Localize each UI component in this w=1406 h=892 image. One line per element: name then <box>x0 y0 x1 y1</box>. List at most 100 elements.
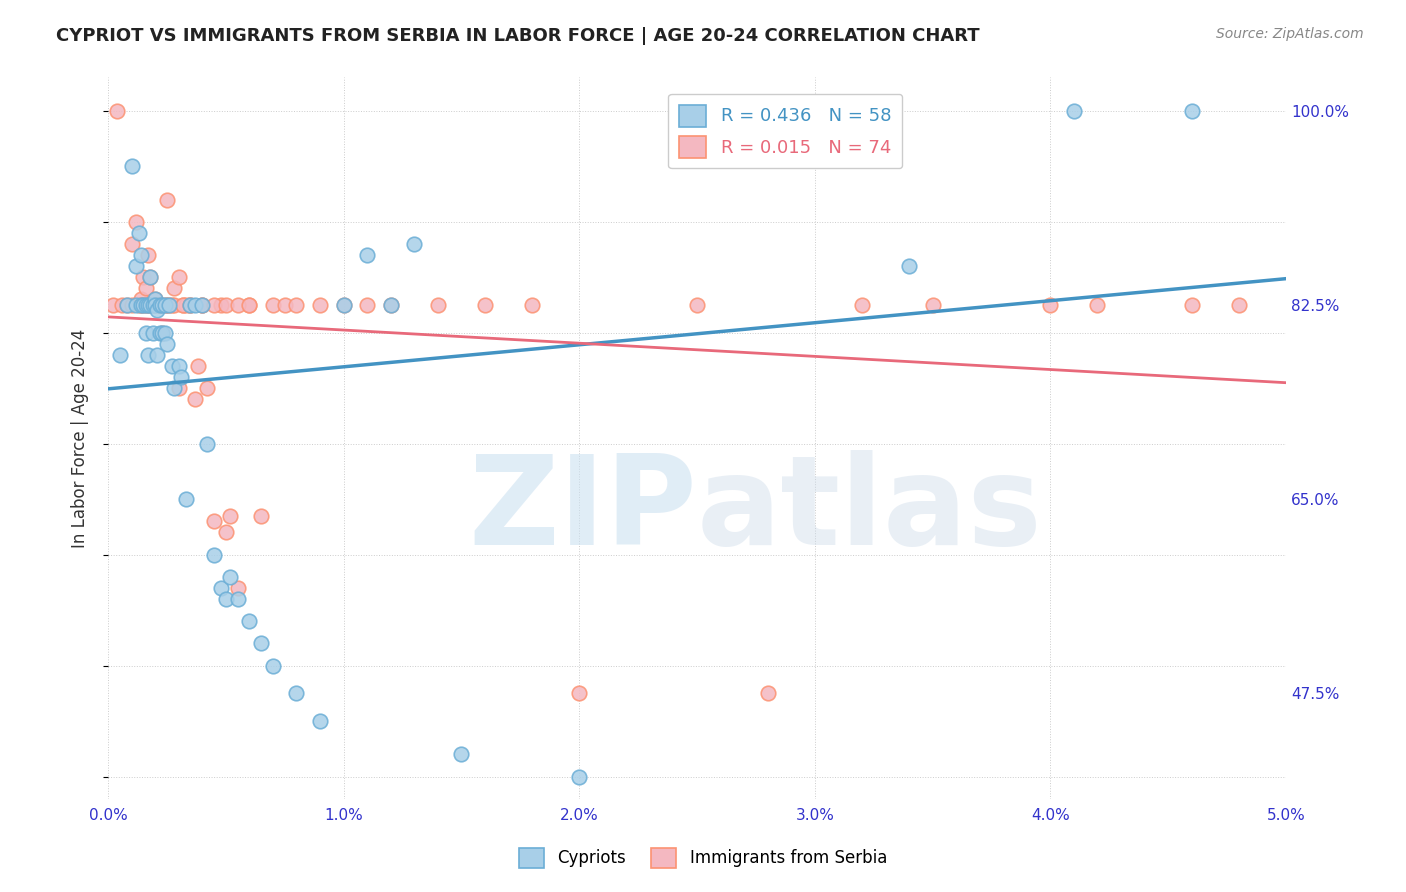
Point <box>143 298 166 312</box>
Point <box>167 359 190 373</box>
Point <box>121 159 143 173</box>
Point <box>179 298 201 312</box>
Point <box>273 298 295 312</box>
Point <box>160 359 183 373</box>
Point <box>1063 103 1085 118</box>
Point <box>142 326 165 340</box>
Point <box>139 270 162 285</box>
Point <box>172 298 194 312</box>
Point <box>143 293 166 307</box>
Point <box>139 270 162 285</box>
Point <box>756 686 779 700</box>
Point <box>309 298 332 312</box>
Point <box>921 298 943 312</box>
Point <box>309 714 332 728</box>
Point <box>332 298 354 312</box>
Point <box>146 298 169 312</box>
Point <box>356 248 378 262</box>
Point <box>568 770 591 784</box>
Point <box>136 348 159 362</box>
Point <box>1181 103 1204 118</box>
Point <box>156 336 179 351</box>
Point <box>111 298 134 312</box>
Point <box>520 298 543 312</box>
Point <box>191 298 214 312</box>
Point <box>209 298 232 312</box>
Point <box>219 508 242 523</box>
Point <box>135 298 157 312</box>
Point <box>174 298 197 312</box>
Point <box>135 281 157 295</box>
Point <box>568 686 591 700</box>
Point <box>125 215 148 229</box>
Point <box>128 298 150 312</box>
Point <box>186 359 208 373</box>
Point <box>404 236 426 251</box>
Point <box>142 298 165 312</box>
Point <box>143 298 166 312</box>
Point <box>135 326 157 340</box>
Point <box>129 293 152 307</box>
Point <box>184 298 207 312</box>
Point <box>356 298 378 312</box>
Point <box>150 298 173 312</box>
Point <box>226 581 249 595</box>
Text: CYPRIOT VS IMMIGRANTS FROM SERBIA IN LABOR FORCE | AGE 20-24 CORRELATION CHART: CYPRIOT VS IMMIGRANTS FROM SERBIA IN LAB… <box>56 27 980 45</box>
Point <box>226 592 249 607</box>
Point <box>129 298 152 312</box>
Point <box>101 298 124 312</box>
Point <box>1227 298 1250 312</box>
Point <box>107 103 129 118</box>
Legend: R = 0.436   N = 58, R = 0.015   N = 74: R = 0.436 N = 58, R = 0.015 N = 74 <box>668 94 903 169</box>
Point <box>136 248 159 262</box>
Point <box>163 281 186 295</box>
Point <box>146 348 169 362</box>
Point <box>153 298 176 312</box>
Point <box>121 298 143 312</box>
Point <box>128 226 150 240</box>
Text: Source: ZipAtlas.com: Source: ZipAtlas.com <box>1216 27 1364 41</box>
Point <box>149 298 172 312</box>
Point <box>380 298 402 312</box>
Point <box>898 259 921 273</box>
Point <box>202 298 225 312</box>
Point <box>262 298 284 312</box>
Point <box>191 298 214 312</box>
Point <box>238 614 260 628</box>
Point <box>139 298 162 312</box>
Point <box>215 298 238 312</box>
Point <box>195 381 218 395</box>
Point <box>380 298 402 312</box>
Point <box>474 298 496 312</box>
Point <box>132 270 155 285</box>
Point <box>132 298 155 312</box>
Text: atlas: atlas <box>697 450 1043 571</box>
Point <box>202 548 225 562</box>
Point <box>285 686 308 700</box>
Point <box>129 298 152 312</box>
Point <box>202 514 225 528</box>
Point <box>149 298 172 312</box>
Point <box>191 298 214 312</box>
Point <box>756 136 779 151</box>
Point <box>136 298 159 312</box>
Point <box>143 293 166 307</box>
Point <box>135 298 157 312</box>
Point <box>332 298 354 312</box>
Point <box>132 298 155 312</box>
Point <box>215 592 238 607</box>
Point <box>179 298 201 312</box>
Point <box>215 525 238 540</box>
Point <box>426 298 449 312</box>
Point <box>226 298 249 312</box>
Point <box>262 658 284 673</box>
Point <box>238 298 260 312</box>
Point <box>115 298 138 312</box>
Point <box>150 326 173 340</box>
Point <box>139 298 162 312</box>
Y-axis label: In Labor Force | Age 20-24: In Labor Force | Age 20-24 <box>72 328 89 548</box>
Point <box>149 298 172 312</box>
Point <box>108 348 131 362</box>
Point <box>1181 298 1204 312</box>
Point <box>851 298 873 312</box>
